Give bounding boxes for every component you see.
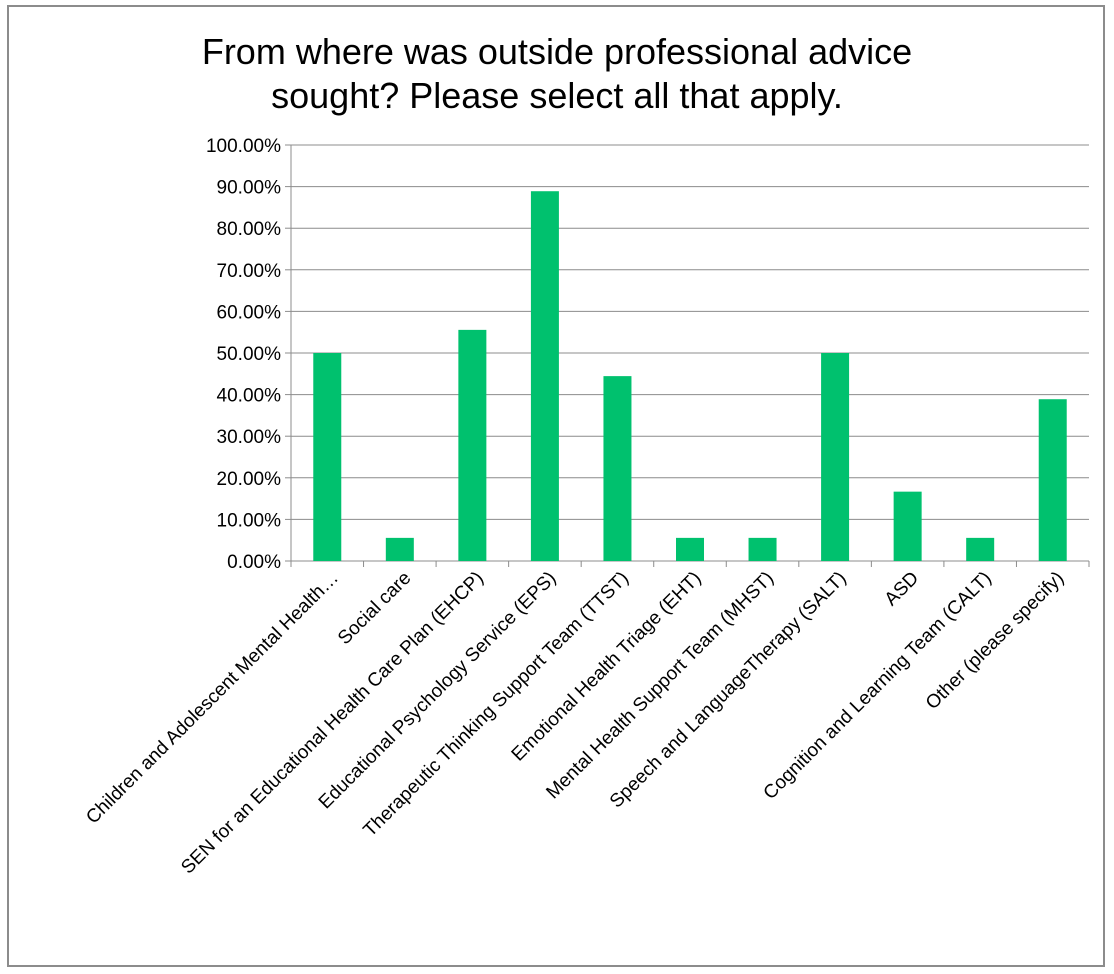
bar xyxy=(966,537,995,561)
y-tick-label: 80.00% xyxy=(217,219,282,240)
y-tick-label: 40.00% xyxy=(217,386,282,407)
bar xyxy=(821,353,850,561)
y-tick-label: 20.00% xyxy=(217,469,282,490)
y-tick-label: 0.00% xyxy=(227,552,281,573)
chart-title-line-2: sought? Please select all that apply. xyxy=(271,75,843,116)
y-tick-label: 10.00% xyxy=(217,510,282,531)
chart-title: From where was outside professional advi… xyxy=(0,30,1114,118)
y-tick-label: 30.00% xyxy=(217,427,282,448)
bar xyxy=(385,537,414,561)
bar xyxy=(893,491,922,561)
bar xyxy=(676,537,704,561)
y-tick-label: 90.00% xyxy=(217,178,282,199)
x-category-label: ASD xyxy=(881,568,923,610)
y-tick-label: 70.00% xyxy=(217,261,282,282)
bar xyxy=(530,191,559,562)
y-tick-label: 50.00% xyxy=(217,344,282,365)
bar xyxy=(748,537,777,561)
bar xyxy=(603,376,632,561)
x-category-label: Children and Adolescent Mental Health… xyxy=(82,568,343,829)
x-category-label: Therapeutic Thinking Support Team (TTST) xyxy=(360,568,633,841)
x-category-label: Other (please specify) xyxy=(922,568,1068,714)
y-tick-label: 100.00% xyxy=(206,136,281,157)
y-tick-label: 60.00% xyxy=(217,302,282,323)
bar xyxy=(458,329,487,561)
bar xyxy=(1038,399,1067,561)
bar xyxy=(313,353,342,561)
x-category-label: SEN for an Educational Health Care Plan … xyxy=(177,568,488,879)
chart-title-line-1: From where was outside professional advi… xyxy=(201,31,913,72)
